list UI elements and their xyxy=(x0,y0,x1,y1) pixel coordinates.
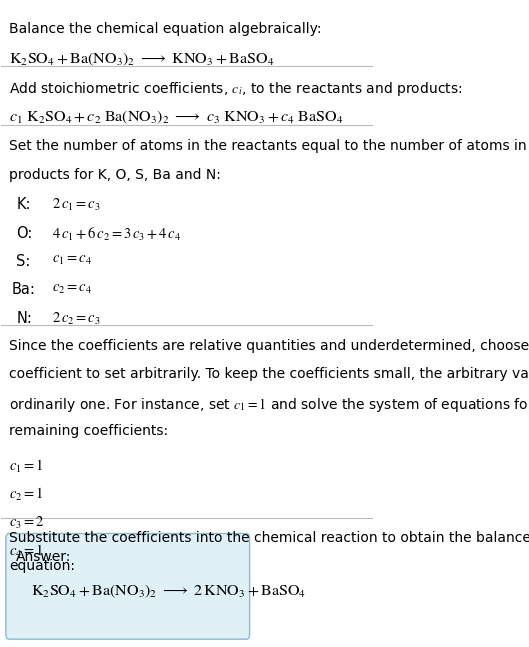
Text: products for K, O, S, Ba and N:: products for K, O, S, Ba and N: xyxy=(9,168,221,182)
Text: Answer:: Answer: xyxy=(16,550,71,564)
Text: $\mathregular{K_2SO_4 + Ba(NO_3)_2\ \longrightarrow\ KNO_3 + BaSO_4}$: $\mathregular{K_2SO_4 + Ba(NO_3)_2\ \lon… xyxy=(9,50,274,68)
Text: $c_2 = 1$: $c_2 = 1$ xyxy=(9,487,43,503)
Text: $2\,c_1 = c_3$: $2\,c_1 = c_3$ xyxy=(51,197,100,214)
FancyBboxPatch shape xyxy=(6,534,250,639)
Text: Add stoichiometric coefficients, $c_i$, to the reactants and products:: Add stoichiometric coefficients, $c_i$, … xyxy=(9,80,462,98)
Text: Balance the chemical equation algebraically:: Balance the chemical equation algebraica… xyxy=(9,22,321,36)
Text: $2\,c_2 = c_3$: $2\,c_2 = c_3$ xyxy=(51,311,100,327)
Text: equation:: equation: xyxy=(9,559,75,573)
Text: ordinarily one. For instance, set $c_1 = 1$ and solve the system of equations fo: ordinarily one. For instance, set $c_1 =… xyxy=(9,396,529,413)
Text: $c_1 = 1$: $c_1 = 1$ xyxy=(9,458,43,475)
Text: remaining coefficients:: remaining coefficients: xyxy=(9,424,168,438)
Text: $\mathregular{K_2SO_4 + Ba(NO_3)_2\ \longrightarrow\ 2\,KNO_3 + BaSO_4}$: $\mathregular{K_2SO_4 + Ba(NO_3)_2\ \lon… xyxy=(31,582,306,600)
Text: Set the number of atoms in the reactants equal to the number of atoms in the: Set the number of atoms in the reactants… xyxy=(9,139,529,153)
Text: $c_3 = 2$: $c_3 = 2$ xyxy=(9,515,44,531)
Text: $c_1\ \mathregular{K_2SO_4} + c_2\ \mathregular{Ba(NO_3)_2}\ \longrightarrow\ c_: $c_1\ \mathregular{K_2SO_4} + c_2\ \math… xyxy=(9,108,343,126)
Text: K:: K: xyxy=(16,197,31,212)
Text: O:: O: xyxy=(16,226,33,241)
Text: $c_1 = c_4$: $c_1 = c_4$ xyxy=(51,254,92,267)
Text: coefficient to set arbitrarily. To keep the coefficients small, the arbitrary va: coefficient to set arbitrarily. To keep … xyxy=(9,367,529,381)
Text: Since the coefficients are relative quantities and underdetermined, choose a: Since the coefficients are relative quan… xyxy=(9,339,529,353)
Text: $4\,c_1 + 6\,c_2 = 3\,c_3 + 4\,c_4$: $4\,c_1 + 6\,c_2 = 3\,c_3 + 4\,c_4$ xyxy=(51,226,181,243)
Text: $c_4 = 1$: $c_4 = 1$ xyxy=(9,543,43,560)
Text: Substitute the coefficients into the chemical reaction to obtain the balanced: Substitute the coefficients into the che… xyxy=(9,531,529,545)
Text: $c_2 = c_4$: $c_2 = c_4$ xyxy=(51,282,92,296)
Text: N:: N: xyxy=(16,311,32,325)
Text: S:: S: xyxy=(16,254,31,269)
Text: Ba:: Ba: xyxy=(12,282,35,298)
